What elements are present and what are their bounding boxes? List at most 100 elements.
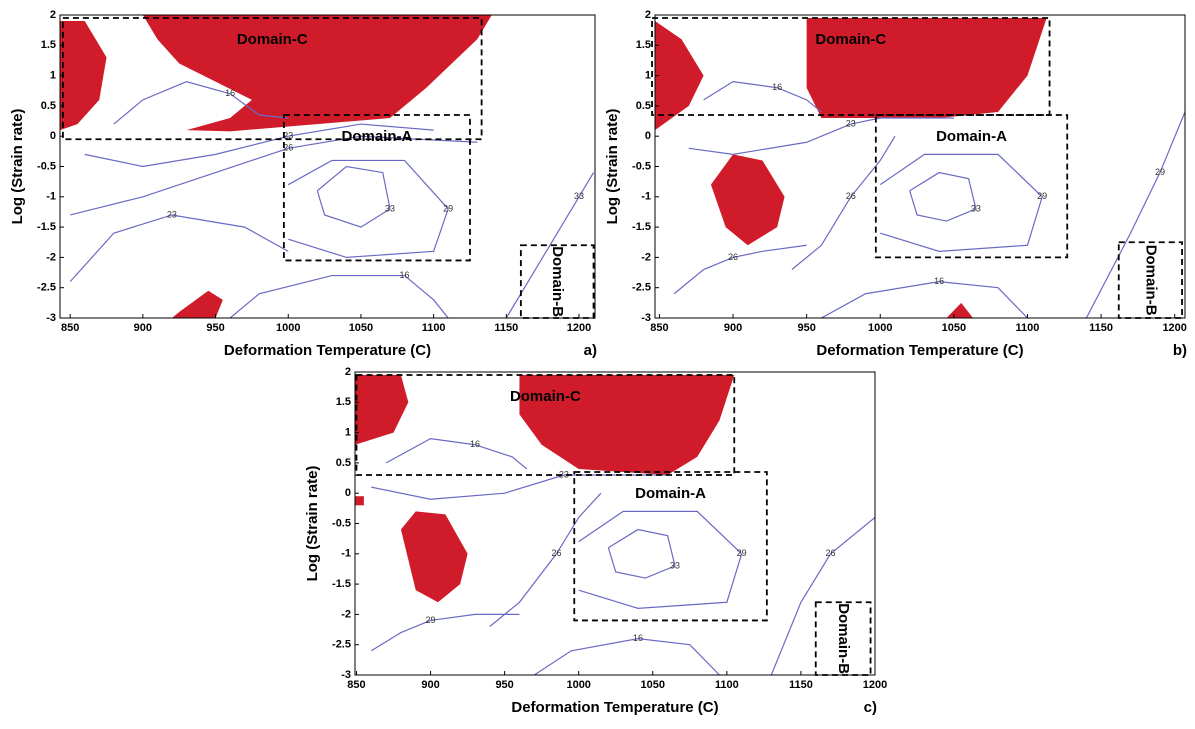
contour-line [821, 281, 1028, 318]
x-tick-label: 850 [347, 679, 365, 691]
contour-line [909, 171, 977, 222]
x-tick-label: 850 [650, 322, 668, 334]
contour-label: 16 [772, 82, 782, 92]
contour-label: 29 [1155, 167, 1165, 177]
contour-label: 26 [283, 143, 293, 153]
y-tick-label: -0.5 [37, 160, 56, 172]
y-tick-label: 2 [345, 366, 351, 378]
y-tick-label: 1.5 [336, 396, 351, 408]
unstable-region [655, 21, 704, 131]
contour-label: 16 [934, 276, 944, 286]
y-tick-label: -2 [341, 608, 351, 620]
y-tick-label: 2 [645, 9, 651, 21]
y-tick-label: 2 [50, 9, 56, 21]
panel-label: a) [584, 342, 597, 359]
contour-line [533, 638, 720, 675]
panel-label: c) [864, 699, 877, 716]
y-tick-label: 0.5 [636, 100, 651, 112]
y-tick-label: -2 [641, 251, 651, 263]
domain-label: Domain-C [815, 31, 886, 48]
contour-line [505, 172, 595, 318]
x-tick-label: 950 [206, 322, 224, 334]
y-tick-label: -2.5 [37, 282, 56, 294]
unstable-region [355, 496, 364, 506]
x-axis-label: Deformation Temperature (C) [224, 342, 431, 359]
unstable-region [142, 15, 492, 132]
y-tick-label: 0.5 [336, 457, 351, 469]
contour-line [371, 474, 668, 500]
unstable-region [171, 290, 223, 318]
contour-line [113, 81, 289, 125]
contour-line [489, 492, 602, 627]
domain-box [874, 114, 1069, 259]
domain-label: Domain-A [936, 128, 1007, 145]
domain-box [282, 114, 471, 262]
y-tick-label: 1.5 [636, 39, 651, 51]
domain-label: Domain-B [1142, 245, 1159, 316]
x-tick-label: 1200 [1162, 322, 1186, 334]
y-tick-label: -0.5 [332, 517, 351, 529]
domain-box [355, 374, 736, 476]
contour-label: 29 [426, 615, 436, 625]
contour-line [791, 135, 896, 270]
y-tick-label: -1.5 [632, 221, 651, 233]
contour-line [688, 117, 954, 155]
x-tick-label: 1000 [868, 322, 892, 334]
domain-label: Domain-B [549, 246, 566, 317]
x-axis-label: Deformation Temperature (C) [511, 699, 718, 716]
y-tick-label: 0 [645, 130, 651, 142]
contour-label: 29 [1037, 191, 1047, 201]
y-tick-label: -2.5 [332, 639, 351, 651]
x-tick-label: 950 [797, 322, 815, 334]
x-tick-label: 1150 [1089, 322, 1113, 334]
x-tick-label: 900 [421, 679, 439, 691]
plot-area: 16 23 26 29 33 26 16 29 [655, 18, 1185, 318]
y-axis-label: Log (Strain rate) [604, 109, 621, 225]
contour-label: 33 [971, 203, 981, 213]
x-tick-label: 1000 [566, 679, 590, 691]
unstable-region [400, 511, 468, 603]
y-tick-label: -1.5 [37, 221, 56, 233]
y-axis-label: Log (Strain rate) [9, 109, 26, 225]
contour-line [1085, 111, 1185, 318]
contour-label: 29 [443, 203, 453, 213]
contour-line [316, 165, 391, 228]
y-tick-label: -1 [46, 191, 56, 203]
x-tick-label: 1050 [942, 322, 966, 334]
contour-label: 33 [385, 203, 395, 213]
unstable-region [946, 302, 973, 318]
plot-area: 16 23 26 29 33 23 16 33 [60, 15, 595, 318]
x-tick-label: 1100 [1016, 322, 1040, 334]
contour-label: 33 [574, 191, 584, 201]
contour-label: 16 [633, 633, 643, 643]
y-tick-label: -2.5 [632, 282, 651, 294]
contour-line [385, 438, 528, 470]
domain-label: Domain-B [835, 603, 852, 674]
contour-label: 23 [846, 118, 856, 128]
contour-label: 23 [559, 469, 569, 479]
x-tick-label: 1050 [349, 322, 373, 334]
y-tick-label: 1 [645, 70, 651, 82]
domain-label: Domain-C [237, 31, 308, 48]
contour-label: 26 [728, 252, 738, 262]
x-axis-label: Deformation Temperature (C) [816, 342, 1023, 359]
contour-line [673, 244, 807, 295]
unstable-region [806, 18, 1047, 119]
x-tick-label: 1150 [494, 322, 518, 334]
contour-label: 33 [670, 560, 680, 570]
contour-label: 23 [167, 209, 177, 219]
y-tick-label: -1.5 [332, 578, 351, 590]
unstable-region [60, 21, 107, 131]
panel-label: b) [1173, 342, 1187, 359]
contour-label: 26 [551, 548, 561, 558]
x-tick-label: 1150 [789, 679, 813, 691]
contour-label: 26 [826, 548, 836, 558]
x-tick-label: 1200 [567, 322, 591, 334]
y-tick-label: 1 [345, 427, 351, 439]
x-tick-label: 1100 [715, 679, 739, 691]
y-tick-label: -1 [641, 191, 651, 203]
x-tick-label: 850 [61, 322, 79, 334]
y-tick-label: -3 [641, 312, 651, 324]
y-axis-label: Log (Strain rate) [304, 466, 321, 582]
